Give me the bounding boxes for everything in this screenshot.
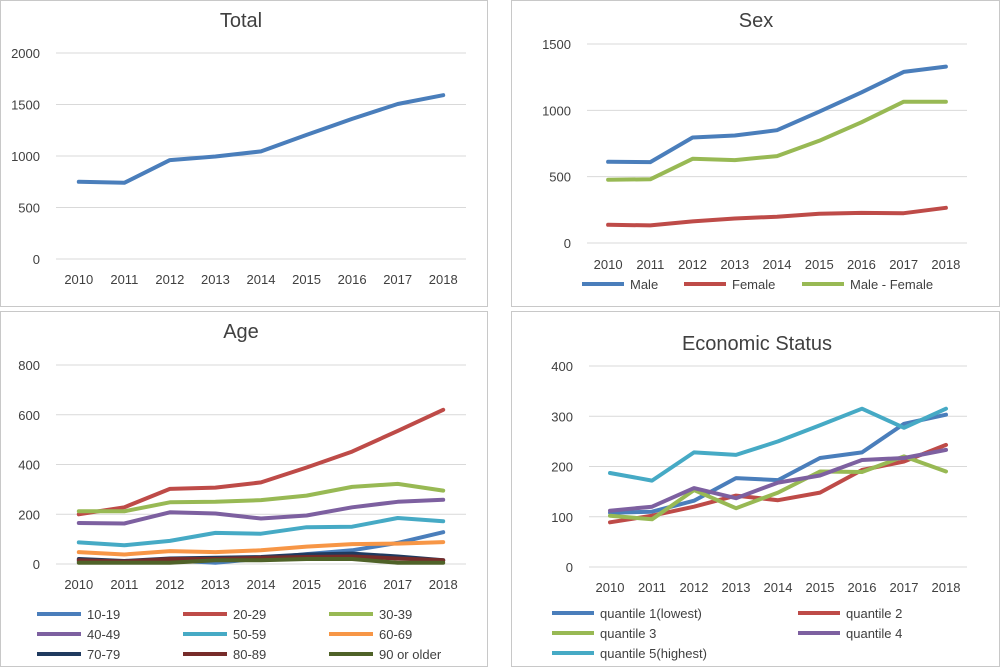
y-tick-label: 400 [551, 359, 573, 374]
x-tick-label: 2016 [338, 272, 367, 287]
series-line-60-69 [76, 540, 446, 557]
chart-sex: Sex 0 500 1000 1500 2010 2011 2012 2013 2014 2015 2… [511, 0, 1000, 307]
x-tick-label: 2016 [338, 577, 367, 592]
x-tick-label: 2014 [764, 580, 793, 595]
legend-label: quantile 4 [846, 626, 902, 641]
x-tick-label: 2012 [680, 580, 709, 595]
legend-label: 70-79 [87, 647, 120, 662]
y-tick-label: 1000 [542, 103, 571, 118]
series-line-male [606, 64, 948, 165]
x-tick-label: 2014 [247, 577, 276, 592]
x-tick-label: 2011 [636, 257, 664, 272]
legend-label: 50-59 [233, 627, 266, 642]
y-tick-label: 1000 [11, 149, 40, 164]
x-tick-label: 2010 [596, 580, 625, 595]
x-tick-label: 2011 [110, 272, 138, 287]
x-tick-label: 2011 [638, 580, 666, 595]
y-tick-label: 0 [33, 252, 40, 267]
series-line-40-49 [76, 497, 446, 526]
chart-total: Total 0 500 1000 1500 2000 2010 2011 2012 2013 201… [0, 0, 488, 307]
series-line-quantile-4 [608, 447, 948, 513]
legend-label: Male - Female [850, 277, 933, 292]
y-tick-label: 500 [18, 201, 40, 216]
y-tick-label: 0 [33, 557, 40, 572]
legend-label: quantile 1(lowest) [600, 606, 702, 621]
x-tick-label: 2015 [805, 257, 834, 272]
chart-title: Economic Status [682, 333, 832, 355]
x-tick-label: 2010 [594, 257, 623, 272]
chart-economic-status: Economic Status 0 100 200 300 400 2010 2011 2012… [511, 311, 1000, 667]
series-line-male-female [606, 99, 948, 182]
x-tick-label: 2017 [890, 580, 919, 595]
chart-total-svg: Total 0 500 1000 1500 2000 2010 2011 2012 2013 201… [11, 10, 466, 287]
legend-label: 90 or older [379, 647, 442, 662]
series-line-90-or-older [76, 557, 446, 565]
chart-age: Age 0 200 400 600 800 2010 2011 2012 2013 2014 2015… [0, 311, 488, 667]
y-tick-label: 300 [551, 409, 573, 424]
x-tick-label: 2016 [847, 257, 876, 272]
chart-age-svg: Age 0 200 400 600 800 2010 2011 2012 2013 2014 2015… [18, 321, 466, 662]
chart-title: Sex [739, 10, 773, 32]
series-line-total [76, 93, 446, 185]
x-tick-label: 2016 [848, 580, 877, 595]
x-tick-label: 2018 [931, 257, 960, 272]
x-tick-label: 2013 [201, 577, 230, 592]
x-tick-label: 2013 [720, 257, 749, 272]
legend-label: quantile 5(highest) [600, 646, 707, 661]
series-line-20-29 [76, 407, 446, 517]
chart-title: Total [220, 10, 262, 32]
series-line-quantile-3 [608, 454, 948, 522]
legend-label: 40-49 [87, 627, 120, 642]
chart-title: Age [223, 321, 259, 343]
x-tick-label: 2017 [889, 257, 918, 272]
x-tick-label: 2011 [110, 577, 138, 592]
y-tick-label: 0 [566, 560, 573, 575]
legend-label: 60-69 [379, 627, 412, 642]
y-tick-label: 200 [551, 460, 573, 475]
x-tick-label: 2010 [64, 272, 93, 287]
y-tick-label: 400 [18, 458, 40, 473]
y-tick-label: 800 [18, 358, 40, 373]
x-tick-label: 2018 [429, 577, 458, 592]
legend-label: Male [630, 277, 658, 292]
x-tick-label: 2014 [763, 257, 792, 272]
x-tick-label: 2012 [678, 257, 707, 272]
x-tick-label: 2012 [155, 272, 184, 287]
legend-label: quantile 2 [846, 606, 902, 621]
x-tick-label: 2013 [201, 272, 230, 287]
legend-label: 30-39 [379, 607, 412, 622]
chart-economic-status-svg: Economic Status 0 100 200 300 400 2010 2011 2012… [551, 333, 967, 661]
x-tick-label: 2013 [722, 580, 751, 595]
y-tick-label: 100 [551, 510, 573, 525]
legend-label: 80-89 [233, 647, 266, 662]
series-line-80-89 [76, 554, 446, 564]
y-tick-label: 0 [564, 236, 571, 251]
chart-sex-svg: Sex 0 500 1000 1500 2010 2011 2012 2013 2014 2015 2… [542, 10, 967, 292]
legend-label: Female [732, 277, 775, 292]
x-tick-label: 2015 [806, 580, 835, 595]
legend-label: quantile 3 [600, 626, 656, 641]
legend-label: 20-29 [233, 607, 266, 622]
y-tick-label: 1500 [11, 98, 40, 113]
x-tick-label: 2018 [932, 580, 961, 595]
y-tick-label: 500 [549, 170, 571, 185]
x-tick-label: 2015 [292, 577, 321, 592]
x-tick-label: 2010 [64, 577, 93, 592]
x-tick-label: 2017 [383, 577, 412, 592]
series-line-female [606, 205, 948, 228]
x-tick-label: 2014 [247, 272, 276, 287]
x-tick-label: 2012 [155, 577, 184, 592]
series-line-30-39 [76, 481, 446, 514]
series-line-quantile-5-highest [608, 406, 948, 483]
x-tick-label: 2015 [292, 272, 321, 287]
legend-label: 10-19 [87, 607, 120, 622]
x-tick-label: 2018 [429, 272, 458, 287]
y-tick-label: 200 [18, 507, 40, 522]
y-tick-label: 1500 [542, 37, 571, 52]
y-tick-label: 2000 [11, 46, 40, 61]
series-line-quantile-2 [608, 442, 948, 525]
x-tick-label: 2017 [383, 272, 412, 287]
y-tick-label: 600 [18, 408, 40, 423]
series-line-50-59 [76, 516, 446, 548]
